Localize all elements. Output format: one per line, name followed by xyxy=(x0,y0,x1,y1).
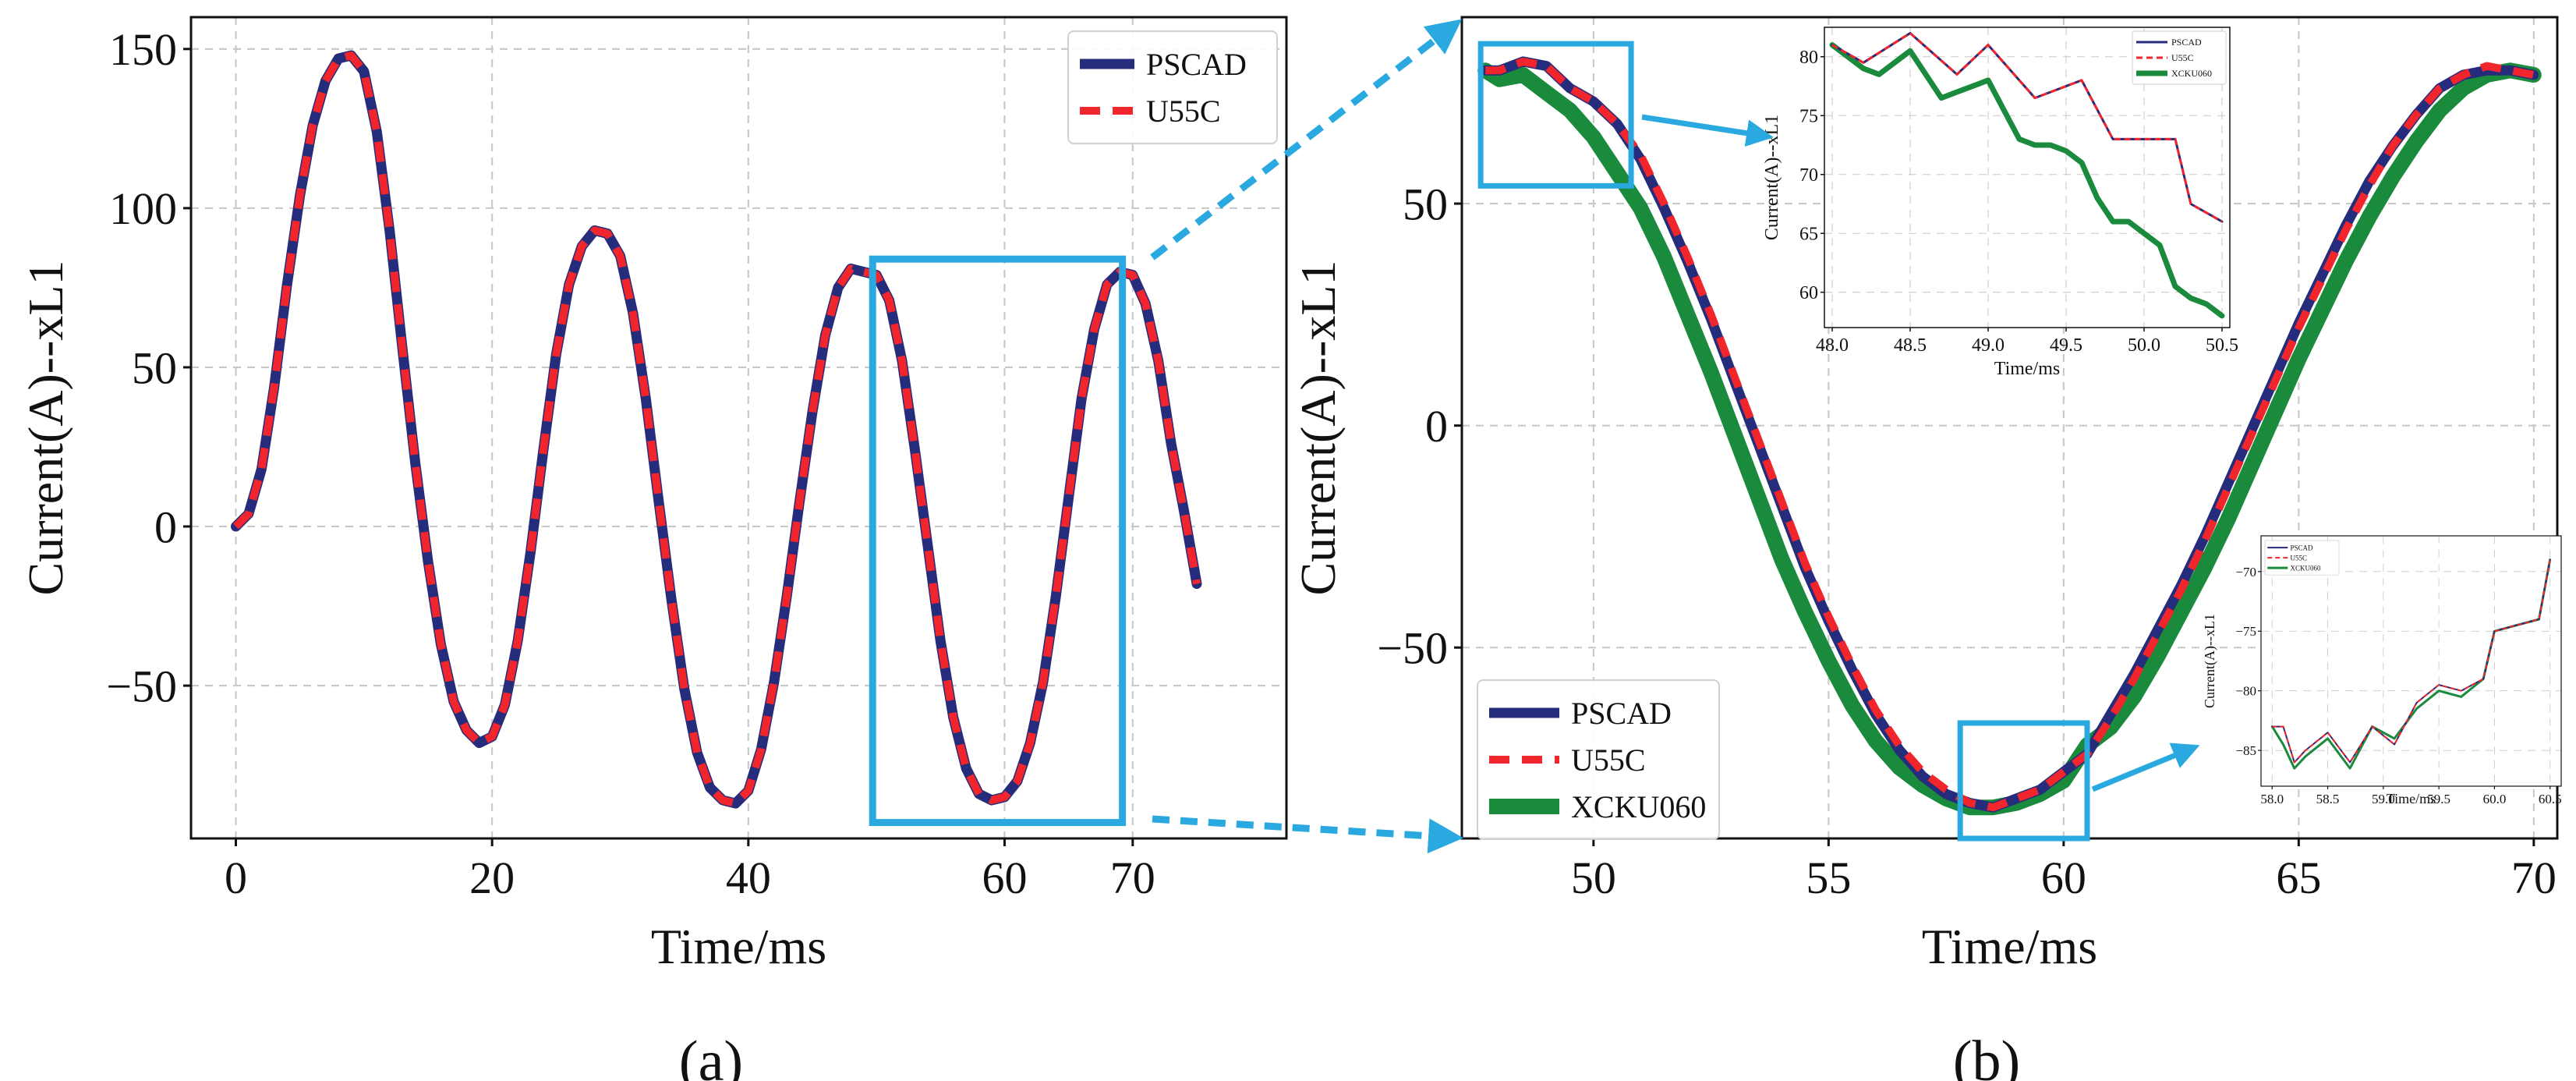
zoom-box-b-1 xyxy=(1957,720,2090,842)
ytick-label-a-3: 100 xyxy=(109,183,177,234)
zoom-connector-top xyxy=(1150,19,1463,261)
ytick-label-b-inset-top-3: 75 xyxy=(1799,107,1818,127)
ytick-label-b-2: 50 xyxy=(1403,179,1448,229)
series-u55c-b-inset-bottom xyxy=(2272,559,2551,764)
zoom-connector-bottom xyxy=(1152,815,1463,854)
xtick-label-b-inset-bottom-3: 59.5 xyxy=(2427,792,2450,806)
ylabel-a: Current(A)--xL1 xyxy=(18,260,73,595)
legend-label-u55c-b-inset-top: U55C xyxy=(2171,52,2194,63)
panel-b: 50 55 60 65 70 −50 0 50 Time/ms Current(A)--xL1 PS… xyxy=(1290,16,2562,1081)
series-u55c-b-inset-top xyxy=(1831,32,2223,223)
axes-frame-b-inset-bottom xyxy=(2260,535,2562,787)
ylabel-b-inset-bottom: Current(A)--xL1 xyxy=(2202,614,2218,708)
ytick-label-b-inset-bottom-3: −70 xyxy=(2235,565,2256,579)
xtick-label-b-inset-bottom-2: 59.0 xyxy=(2372,792,2395,806)
inset-arrows xyxy=(1641,114,2200,792)
panel-a-caption: (a) xyxy=(679,1030,743,1081)
axes-frame-a xyxy=(189,16,1288,840)
legend-label-xcku060-b-inset-top: XCKU060 xyxy=(2171,68,2212,79)
ytick-label-b-inset-top-2: 70 xyxy=(1799,165,1818,186)
xtick-label-a-1: 20 xyxy=(469,852,515,903)
panel-b-plot: 50 55 60 65 70 −50 0 50 Time/ms Current(A)--xL1 PS… xyxy=(1290,16,2562,974)
legend-label-pscad-b-inset-bottom: PSCAD xyxy=(2291,544,2314,551)
xtick-label-b-4: 70 xyxy=(2511,852,2557,903)
zoom-box-a-0 xyxy=(869,255,1127,827)
xtick-label-b-3: 65 xyxy=(2276,852,2321,903)
xtick-label-a-3: 60 xyxy=(982,852,1027,903)
inset-arrow-top xyxy=(1641,114,1774,147)
ytick-label-b-0: −50 xyxy=(1377,623,1448,674)
series-u55c-a xyxy=(232,51,1201,808)
ytick-label-a-1: 0 xyxy=(154,502,177,552)
xlabel-b: Time/ms xyxy=(1922,919,2097,974)
chart-a: 0 20 40 60 70 −50 0 50 100 150 Time/ms Current(A)--… xyxy=(18,16,1288,974)
xtick-label-b-inset-bottom-0: 58.0 xyxy=(2260,792,2284,806)
ytick-label-b-inset-top-0: 60 xyxy=(1799,283,1818,303)
xtick-label-b-inset-top-4: 50.0 xyxy=(2128,335,2160,356)
chart-b-inset-top: 48.0 48.5 49.0 49.5 50.0 50.5 60 65 70 75 80 Time/m… xyxy=(1762,27,2238,379)
xtick-label-b-inset-top-0: 48.0 xyxy=(1816,335,1849,356)
legend-b-inset-top: PSCAD U55C XCKU060 xyxy=(2132,30,2227,85)
series-xcku060-b-inset-top xyxy=(1829,42,2225,319)
xtick-label-b-inset-bottom-4: 60.0 xyxy=(2483,792,2507,806)
legend-label-pscad-b: PSCAD xyxy=(1571,696,1672,731)
legend-a: PSCAD U55C xyxy=(1067,30,1278,144)
series-u55c-b xyxy=(1485,57,2535,812)
xtick-label-b-inset-bottom-1: 58.5 xyxy=(2316,792,2340,806)
xtick-label-b-inset-bottom-5: 60.5 xyxy=(2539,792,2562,806)
plot-area-b-inset-bottom xyxy=(2261,536,2561,786)
xtick-label-a-0: 0 xyxy=(225,852,247,903)
legend-label-pscad-a: PSCAD xyxy=(1146,47,1247,82)
ytick-label-b-inset-top-4: 80 xyxy=(1799,48,1818,68)
ytick-label-b-inset-bottom-2: −75 xyxy=(2235,624,2256,639)
xtick-label-b-inset-top-2: 49.0 xyxy=(1972,335,2005,356)
panel-a-plot: 0 20 40 60 70 −50 0 50 100 150 Time/ms Current(A)--… xyxy=(18,16,1288,974)
legend-label-xcku060-b: XCKU060 xyxy=(1571,789,1706,824)
xlabel-a: Time/ms xyxy=(651,919,826,974)
panel-b-caption: (b) xyxy=(1953,1030,2020,1081)
xtick-label-b-inset-top-1: 48.5 xyxy=(1894,335,1927,356)
ylabel-b: Current(A)--xL1 xyxy=(1290,260,1346,595)
legend-label-xcku060-b-inset-bottom: XCKU060 xyxy=(2291,564,2322,572)
legend-label-pscad-b-inset-top: PSCAD xyxy=(2171,37,2202,48)
xtick-label-b-0: 50 xyxy=(1571,852,1616,903)
xlabel-b-inset-bottom: Time/ms xyxy=(2387,791,2436,806)
xtick-label-a-4: 70 xyxy=(1110,852,1155,903)
ytick-label-b-inset-bottom-0: −85 xyxy=(2235,743,2256,758)
legend-b: PSCAD U55C XCKU060 xyxy=(1477,679,1720,840)
panel-a: 0 20 40 60 70 −50 0 50 100 150 Time/ms Current(A)--… xyxy=(18,16,1288,1081)
legend-label-u55c-b-inset-bottom: U55C xyxy=(2291,554,2308,562)
inset-arrow-bottom xyxy=(2091,743,2200,792)
ytick-label-a-0: −50 xyxy=(106,661,177,711)
axes-frame-b-inset-top xyxy=(1824,27,2231,328)
chart-b-inset-bottom: 58.0 58.5 59.0 59.5 60.0 60.5 −85 −80 −75 −70 Time… xyxy=(2202,535,2562,806)
zoom-box-b-0 xyxy=(1477,41,1634,189)
legend-label-u55c-b: U55C xyxy=(1571,743,1646,778)
ytick-label-b-inset-bottom-1: −80 xyxy=(2235,684,2256,699)
xtick-label-b-1: 55 xyxy=(1806,852,1851,903)
plot-area-a xyxy=(191,17,1286,838)
zoom-connectors xyxy=(1150,19,1463,854)
ytick-label-a-2: 50 xyxy=(132,342,177,393)
ytick-label-b-1: 0 xyxy=(1425,401,1448,452)
legend-box-b-inset-bottom xyxy=(2264,540,2340,576)
legend-label-u55c-a: U55C xyxy=(1146,94,1221,129)
xtick-label-b-inset-top-5: 50.5 xyxy=(2206,335,2238,356)
ytick-label-a-4: 150 xyxy=(109,24,177,75)
xlabel-b-inset-top: Time/ms xyxy=(1994,359,2060,379)
xtick-label-a-2: 40 xyxy=(726,852,771,903)
xtick-label-b-inset-top-3: 49.5 xyxy=(2050,335,2082,356)
ytick-label-b-inset-top-1: 65 xyxy=(1799,225,1818,245)
legend-b-inset-bottom: PSCAD U55C XCKU060 xyxy=(2264,540,2340,576)
xtick-label-b-2: 60 xyxy=(2041,852,2086,903)
